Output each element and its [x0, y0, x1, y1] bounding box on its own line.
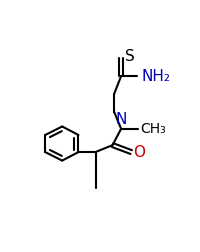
Text: CH₃: CH₃ [140, 122, 166, 136]
Text: S: S [125, 49, 135, 64]
Text: O: O [133, 145, 145, 160]
Text: N: N [115, 112, 127, 127]
Text: NH₂: NH₂ [141, 69, 170, 84]
